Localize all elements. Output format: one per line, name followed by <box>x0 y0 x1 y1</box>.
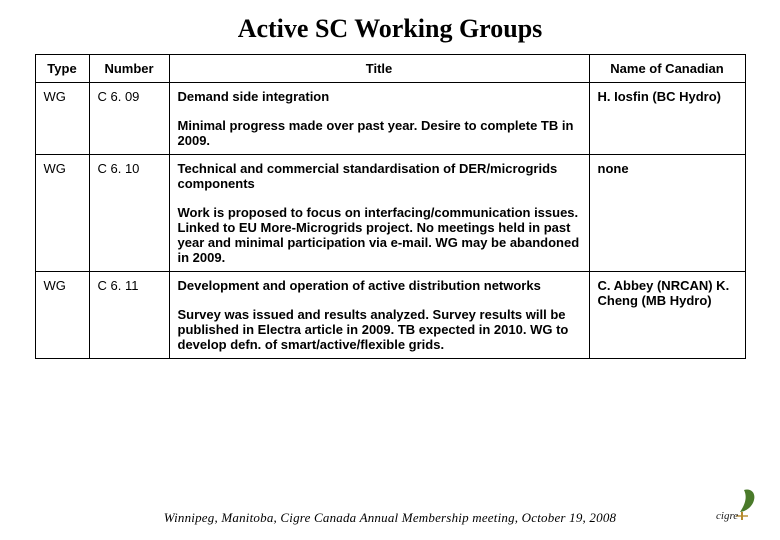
cell-name: H. Iosfin (BC Hydro) <box>589 83 745 155</box>
title-primary: Technical and commercial standardisation… <box>178 161 581 191</box>
table-row: WG C 6. 10 Technical and commercial stan… <box>35 155 745 272</box>
col-header-type: Type <box>35 55 89 83</box>
cell-number: C 6. 09 <box>89 83 169 155</box>
working-groups-table: Type Number Title Name of Canadian WG C … <box>35 54 746 359</box>
cell-name: C. Abbey (NRCAN) K. Cheng (MB Hydro) <box>589 272 745 359</box>
col-header-number: Number <box>89 55 169 83</box>
cell-title: Development and operation of active dist… <box>169 272 589 359</box>
cell-title: Demand side integration Minimal progress… <box>169 83 589 155</box>
table-header-row: Type Number Title Name of Canadian <box>35 55 745 83</box>
table-row: WG C 6. 11 Development and operation of … <box>35 272 745 359</box>
cell-type: WG <box>35 83 89 155</box>
cigre-logo-icon: cigre <box>714 486 762 522</box>
col-header-title: Title <box>169 55 589 83</box>
footer-text: Winnipeg, Manitoba, Cigre Canada Annual … <box>0 510 780 526</box>
cell-number: C 6. 11 <box>89 272 169 359</box>
col-header-name: Name of Canadian <box>589 55 745 83</box>
cell-type: WG <box>35 155 89 272</box>
page-title: Active SC Working Groups <box>0 0 780 54</box>
cell-name: none <box>589 155 745 272</box>
cell-number: C 6. 10 <box>89 155 169 272</box>
cell-type: WG <box>35 272 89 359</box>
title-secondary: Survey was issued and results analyzed. … <box>178 307 581 352</box>
cell-title: Technical and commercial standardisation… <box>169 155 589 272</box>
logo-word: cigre <box>716 510 738 522</box>
title-secondary: Work is proposed to focus on interfacing… <box>178 205 581 265</box>
title-primary: Demand side integration <box>178 89 581 104</box>
title-secondary: Minimal progress made over past year. De… <box>178 118 581 148</box>
table-row: WG C 6. 09 Demand side integration Minim… <box>35 83 745 155</box>
title-primary: Development and operation of active dist… <box>178 278 581 293</box>
